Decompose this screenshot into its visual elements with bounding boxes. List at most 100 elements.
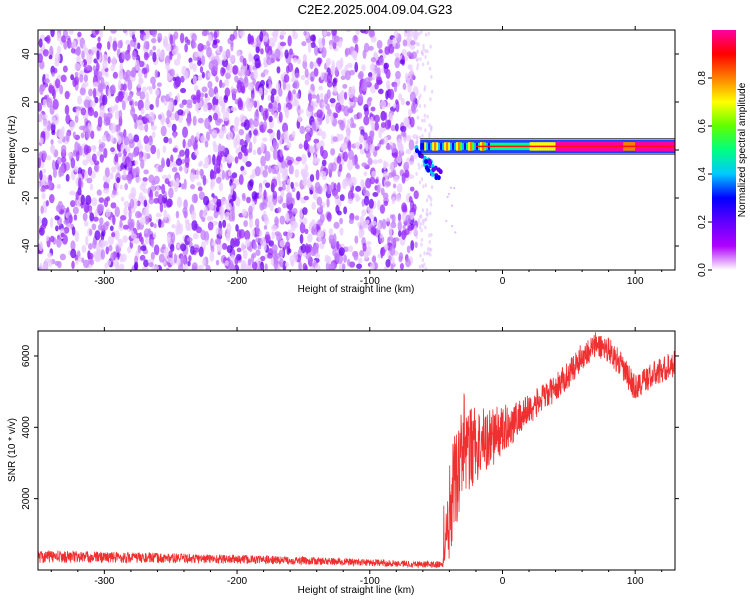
- spectrogram-noise-cell: [398, 93, 403, 101]
- spectrogram-noise-cell: [363, 195, 370, 206]
- spectrogram-noise-cell: [241, 86, 246, 94]
- spectrogram-noise-cell: [68, 30, 74, 35]
- spectrogram-noise-cell: [339, 120, 345, 131]
- spectrogram-noise-cell: [128, 208, 132, 220]
- spectrogram-noise-cell: [249, 36, 255, 45]
- spectrogram-noise-cell: [383, 200, 389, 207]
- snr-x-tick-label: 0: [500, 576, 506, 587]
- spectrogram-noise-cell: [303, 54, 307, 63]
- spectrogram-noise-cell: [221, 169, 226, 180]
- spectrogram-noise-cell: [299, 217, 303, 224]
- spectrogram-noise-cell: [72, 149, 77, 157]
- spectrogram-noise-cell: [263, 210, 267, 218]
- spectrogram-noise-cell: [279, 215, 286, 225]
- spectrogram-noise-cell: [427, 251, 430, 256]
- spectrogram-noise-cell: [406, 30, 411, 39]
- spectrogram-noise-cell: [430, 197, 433, 202]
- spectrogram-noise-cell: [183, 263, 188, 270]
- spectrogram-noise-cell: [348, 218, 354, 224]
- spectrogram-noise-cell: [181, 158, 185, 165]
- spectrogram-noise-cell: [385, 90, 389, 100]
- spectrogram-noise-cell: [90, 145, 97, 151]
- spectrogram-noise-cell: [371, 170, 377, 178]
- spectrogram-noise-cell: [302, 217, 308, 225]
- spectrogram-noise-cell: [153, 223, 157, 229]
- spectrogram-noise-cell: [423, 113, 426, 118]
- spectrogram-noise-cell: [258, 87, 263, 97]
- spectrogram-noise-cell: [54, 260, 60, 266]
- spectrogram-noise-cell: [197, 74, 203, 81]
- spectrogram-noise-cell: [57, 139, 63, 144]
- spectrogram-noise-cell: [332, 78, 337, 89]
- spectrogram-noise-cell: [145, 91, 149, 103]
- spectrogram-noise-cell: [198, 191, 205, 200]
- spectrogram-noise-cell: [426, 212, 429, 217]
- spectrogram-noise-cell: [262, 169, 268, 178]
- spectrogram-noise-cell: [38, 215, 42, 227]
- spectrogram-noise-cell: [201, 86, 208, 93]
- spectrogram-noise-cell: [271, 244, 278, 253]
- spectrogram-noise-cell: [180, 75, 185, 83]
- spectrogram-noise-cell: [344, 47, 351, 56]
- spectrogram-noise-cell: [296, 92, 300, 100]
- spectrogram-noise-cell: [272, 148, 278, 161]
- spectrogram-noise-cell: [211, 104, 216, 111]
- spectrogram-noise-cell: [56, 32, 61, 42]
- spectrogram-noise-cell: [294, 168, 300, 178]
- spectrogram-noise-cell: [420, 237, 424, 242]
- spectrogram-noise-cell: [328, 228, 334, 235]
- spectrogram-noise-cell: [187, 138, 192, 148]
- spectrogram-noise-cell: [245, 99, 251, 109]
- spectrogram-noise-cell: [239, 138, 245, 146]
- spectrogram-signal-cell: [446, 141, 449, 151]
- spectrogram-noise-cell: [134, 146, 140, 153]
- spectrogram-noise-cell: [42, 262, 49, 270]
- spectrogram-deviation-cell: [414, 148, 419, 154]
- spectrogram-noise-cell: [57, 74, 62, 80]
- spectrogram-noise-cell: [342, 142, 348, 151]
- spectrogram-noise-cell: [157, 193, 164, 205]
- spectrogram-noise-cell: [116, 163, 121, 174]
- spectrogram-noise-cell: [370, 57, 377, 63]
- spectrogram-noise-cell: [161, 243, 166, 250]
- spectrogram-noise-cell: [390, 263, 394, 270]
- spectrogram-noise-cell: [285, 83, 291, 91]
- spectrogram-noise-cell: [314, 263, 321, 270]
- spectrogram-noise-cell: [300, 75, 306, 81]
- spectrogram-noise-cell: [155, 212, 162, 218]
- spectrogram-noise-cell: [378, 127, 382, 139]
- spectrogram-noise-cell: [416, 49, 419, 54]
- spectrogram-noise-cell: [254, 166, 261, 177]
- spectrogram-noise-cell: [149, 189, 154, 201]
- spectrogram-noise-cell: [343, 254, 348, 263]
- spectrogram-noise-cell: [363, 171, 368, 177]
- spectrogram-deviation-cell: [426, 167, 431, 173]
- spectrogram-noise-cell: [410, 240, 415, 251]
- spectrogram-x-axis-label: Height of straight line (km): [298, 284, 415, 295]
- spectrogram-noise-cell: [297, 108, 304, 114]
- spectrogram-noise-cell: [193, 247, 200, 253]
- spectrogram-noise-cell: [403, 161, 410, 172]
- spectrogram-noise-cell: [281, 170, 289, 181]
- spectrogram-noise-cell: [122, 30, 127, 34]
- spectrogram-noise-cell: [342, 151, 348, 162]
- spectrogram-noise-cell: [430, 89, 434, 94]
- spectrogram-noise-cell: [253, 68, 258, 80]
- spectrogram-noise-cell: [227, 131, 233, 141]
- spectrogram-noise-cell: [421, 52, 425, 57]
- spectrogram-noise-cell: [346, 258, 351, 267]
- spectrogram-noise-cell: [64, 90, 70, 100]
- spectrogram-noise-cell: [387, 236, 394, 241]
- spectrogram-noise-cell: [47, 252, 52, 258]
- spectrogram-noise-cell: [423, 118, 426, 123]
- spectrogram-noise-cell: [246, 196, 251, 204]
- spectrogram-noise-cell: [132, 30, 136, 35]
- spectrogram-noise-cell: [428, 131, 431, 136]
- spectrogram-noise-cell: [154, 190, 159, 198]
- spectrogram-noise-cell: [71, 226, 76, 236]
- spectrogram-noise-cell: [74, 166, 79, 173]
- spectrogram-noise-cell: [99, 154, 105, 163]
- spectrogram-noise-cell: [424, 32, 428, 37]
- spectrogram-noise-cell: [270, 88, 277, 96]
- spectrogram-noise-cell: [103, 116, 110, 126]
